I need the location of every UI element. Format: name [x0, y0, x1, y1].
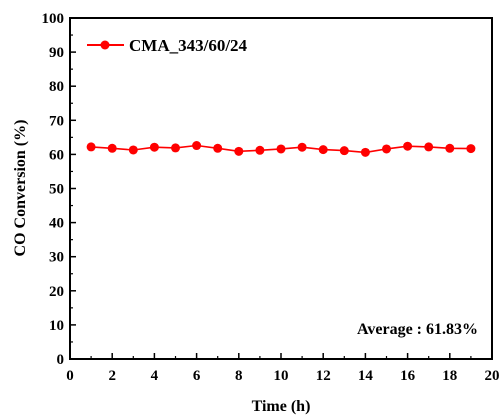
y-tick-label: 40 — [49, 216, 64, 232]
data-point — [86, 142, 96, 152]
x-tick-label: 12 — [316, 368, 331, 384]
data-point — [128, 145, 138, 155]
y-tick-label: 100 — [42, 11, 65, 27]
data-point — [149, 142, 159, 152]
x-axis-label: Time (h) — [252, 398, 311, 415]
y-tick-label: 20 — [49, 284, 64, 300]
data-point — [192, 141, 202, 151]
x-tick-label: 4 — [151, 368, 159, 384]
y-tick-label: 80 — [49, 79, 64, 95]
legend-marker — [100, 40, 110, 50]
x-tick-label: 8 — [235, 368, 243, 384]
data-point — [318, 145, 328, 155]
x-tick-label: 14 — [358, 368, 374, 384]
y-tick-label: 60 — [49, 147, 64, 163]
y-tick-label: 90 — [49, 45, 64, 61]
data-point — [424, 142, 434, 152]
data-point — [234, 146, 244, 156]
data-point — [276, 144, 286, 154]
data-point — [213, 143, 223, 153]
legend-label: CMA_343/60/24 — [129, 36, 248, 55]
x-tick-label: 16 — [400, 368, 416, 384]
y-tick-label: 50 — [49, 182, 64, 198]
data-point — [445, 143, 455, 153]
y-tick-label: 70 — [49, 113, 64, 129]
legend: CMA_343/60/24 — [87, 36, 248, 55]
x-tick-label: 0 — [66, 368, 74, 384]
x-tick-label: 2 — [108, 368, 116, 384]
data-point — [360, 147, 370, 157]
y-tick-label: 0 — [57, 352, 65, 368]
average-annotation: Average : 61.83% — [357, 321, 478, 338]
data-point — [403, 141, 413, 151]
y-axis-label: CO Conversion (%) — [12, 120, 29, 257]
x-tick-label: 6 — [193, 368, 201, 384]
x-tick-label: 10 — [274, 368, 289, 384]
data-point — [255, 145, 265, 155]
plot-frame — [69, 17, 493, 360]
x-tick-label: 20 — [485, 368, 500, 384]
data-point — [297, 142, 307, 152]
y-tick-label: 30 — [49, 250, 64, 266]
series-layer — [86, 141, 476, 157]
ticks-layer: 0 2 4 6 8 10 12 14 16 18 20 0 10 20 30 40 50 60 70 80 90 100 — [42, 11, 500, 384]
data-point — [466, 144, 476, 154]
y-tick-label: 10 — [49, 318, 64, 334]
data-point — [107, 143, 117, 153]
data-point — [339, 146, 349, 156]
x-tick-label: 18 — [442, 368, 457, 384]
data-point — [382, 144, 391, 154]
data-point — [171, 143, 180, 153]
